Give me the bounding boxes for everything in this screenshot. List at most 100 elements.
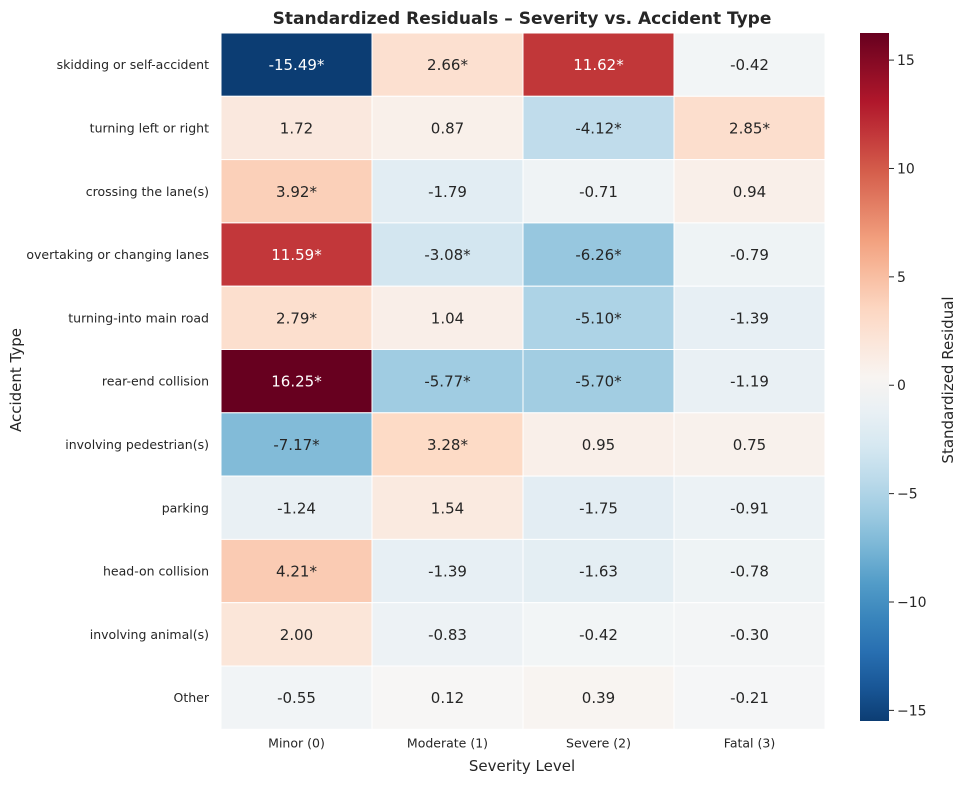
cell-value-label: -7.17* (273, 436, 320, 454)
cell-value-label: 3.28* (427, 436, 468, 454)
heatmap-cell (673, 665, 826, 730)
heatmap-cell (220, 665, 373, 730)
cell-value-label: -0.42 (579, 626, 618, 644)
heatmap-cell (673, 538, 826, 604)
heatmap-cell (220, 285, 373, 351)
heatmap-cell (522, 602, 675, 667)
cell-value-label: -4.12* (575, 119, 622, 137)
y-tick-label: turning-into main road (68, 310, 209, 325)
cell-value-label: -0.55 (277, 689, 316, 707)
colorbar-tick-label: −10 (897, 595, 927, 611)
heatmap-cell (673, 285, 826, 351)
colorbar-ticks: 15 10 5 0 −5 −10 −15 (889, 53, 927, 719)
colorbar-tick-label: 5 (897, 270, 906, 286)
cell-value-label: -5.70* (575, 373, 622, 391)
heatmap-cell (220, 475, 373, 540)
y-tick-label: parking (162, 500, 209, 515)
cell-value-label: 0.75 (733, 436, 766, 454)
heatmap-cell (371, 32, 524, 97)
heatmap-cell (220, 32, 373, 97)
heatmap-cells: -15.49* 2.66* 11.62* -0.42 1.72 0.87 -4.12* 2.8… (220, 32, 826, 730)
colorbar-tick-label: 10 (897, 161, 915, 177)
heatmap-cell (522, 349, 675, 414)
heatmap-cell (522, 475, 675, 540)
chart-title: Standardized Residuals – Severity vs. Ac… (273, 9, 772, 29)
y-tick-label: skidding or self-accident (57, 57, 209, 72)
heatmap-cell (371, 602, 524, 667)
cell-value-label: 0.39 (582, 689, 615, 707)
heatmap-cell (673, 349, 826, 414)
colorbar-tick-label: 0 (897, 378, 906, 394)
colorbar-label: Standardized Residual (939, 296, 957, 463)
cell-value-label: 0.87 (431, 119, 464, 137)
heatmap-cell (371, 222, 524, 287)
cell-value-label: -1.19 (730, 373, 769, 391)
x-tick-label: Fatal (3) (724, 735, 775, 750)
heatmap-cell (522, 222, 675, 287)
cell-value-label: -1.79 (428, 183, 467, 201)
heatmap-cell (522, 32, 675, 97)
cell-value-label: 11.59* (271, 246, 322, 264)
cell-value-label: -3.08* (424, 246, 471, 264)
heatmap-cell (220, 349, 373, 414)
heatmap-cell (522, 412, 675, 477)
y-tick-label: Other (174, 690, 210, 705)
cell-value-label: -0.79 (730, 246, 769, 264)
heatmap-cell (220, 412, 373, 477)
cell-value-label: -1.63 (579, 563, 618, 581)
heatmap-cell (673, 412, 826, 477)
cell-value-label: 2.85* (729, 119, 770, 137)
heatmap-cell (522, 665, 675, 730)
x-tick-label: Minor (0) (268, 735, 325, 750)
colorbar (860, 33, 889, 721)
cell-value-label: -5.77* (424, 373, 471, 391)
heatmap-cell (371, 95, 524, 161)
cell-value-label: -1.39 (428, 563, 467, 581)
cell-value-label: -6.26* (575, 246, 622, 264)
colorbar-tick-label: 15 (897, 53, 915, 69)
heatmap-cell (673, 602, 826, 667)
y-axis-label: Accident Type (7, 328, 25, 432)
heatmap-cell (220, 222, 373, 287)
cell-value-label: 0.95 (582, 436, 615, 454)
cell-value-label: 2.66* (427, 56, 468, 74)
x-tick-labels: Minor (0) Moderate (1) Severe (2) Fatal (3) (268, 735, 775, 750)
heatmap-cell (371, 349, 524, 414)
heatmap-cell (673, 95, 826, 161)
heatmap-cell (522, 285, 675, 351)
colorbar-tick-label: −5 (897, 487, 918, 503)
heatmap-cell (673, 159, 826, 224)
y-tick-labels: skidding or self-accident turning left or… (26, 57, 209, 705)
heatmap-cell (220, 95, 373, 161)
heatmap-cell (371, 285, 524, 351)
colorbar-tick-label: −15 (897, 703, 927, 719)
cell-value-label: -5.10* (575, 309, 622, 327)
cell-value-label: -0.21 (730, 689, 769, 707)
cell-value-label: 2.00 (280, 626, 313, 644)
cell-value-label: 11.62* (573, 56, 624, 74)
y-tick-label: overtaking or changing lanes (26, 247, 209, 262)
heatmap-cell (673, 222, 826, 287)
cell-value-label: -0.42 (730, 56, 769, 74)
cell-value-label: 1.54 (431, 499, 464, 517)
cell-value-label: -15.49* (269, 56, 325, 74)
cell-value-label: -0.78 (730, 563, 769, 581)
cell-value-label: -1.24 (277, 499, 316, 517)
y-tick-label: involving animal(s) (90, 627, 209, 642)
x-tick-label: Moderate (1) (407, 735, 488, 750)
heatmap-cell (371, 665, 524, 730)
y-tick-label: head-on collision (103, 564, 209, 579)
cell-value-label: -0.71 (579, 183, 618, 201)
heatmap-cell (220, 602, 373, 667)
cell-value-label: 1.72 (280, 119, 313, 137)
x-tick-label: Severe (2) (566, 735, 631, 750)
cell-value-label: -1.75 (579, 499, 618, 517)
cell-value-label: 2.79* (276, 309, 317, 327)
cell-value-label: -1.39 (730, 309, 769, 327)
heatmap-cell (673, 32, 826, 97)
cell-value-label: 0.94 (733, 183, 766, 201)
y-tick-label: turning left or right (90, 120, 209, 135)
y-tick-label: crossing the lane(s) (86, 184, 209, 199)
cell-value-label: 0.12 (431, 689, 464, 707)
